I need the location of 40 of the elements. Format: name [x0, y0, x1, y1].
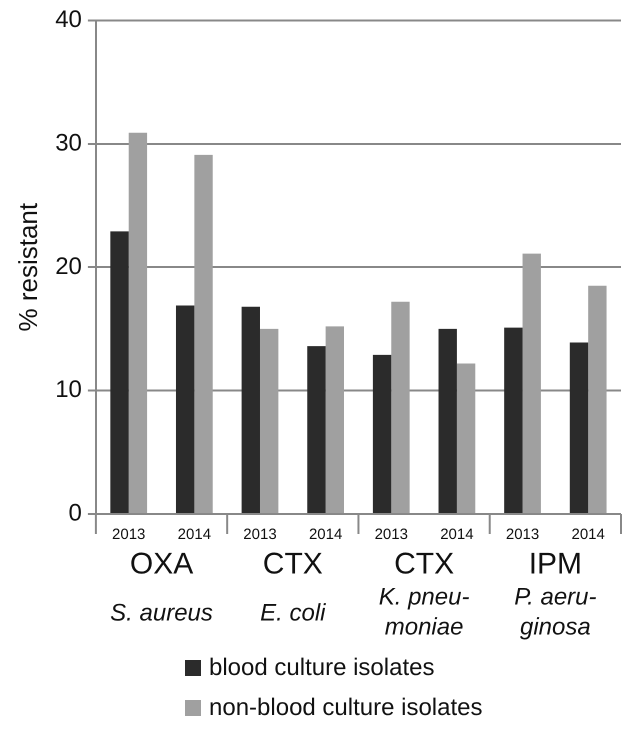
y-tick-label: 0 — [68, 500, 82, 527]
x-tick-label: 2013 — [112, 526, 146, 544]
text: CTX — [262, 547, 323, 580]
y-tick-label: 10 — [55, 376, 82, 404]
bar — [326, 326, 344, 513]
bar — [438, 328, 457, 513]
x-tick-label: 2014 — [178, 526, 212, 544]
text: S. aureus — [110, 600, 213, 627]
bar — [588, 286, 607, 513]
y-axis-title: % resistant — [12, 202, 43, 332]
y-tick-label: 30 — [55, 129, 82, 156]
x-tick-label: 2013 — [506, 526, 540, 544]
y-tick-label: 20 — [55, 252, 82, 280]
bar — [456, 363, 476, 513]
x-tick-label: 2014 — [571, 526, 605, 544]
x-tick-label: 2014 — [308, 526, 342, 544]
text: CTX — [394, 547, 454, 580]
bar — [504, 328, 523, 513]
legend-label: non-blood culture isolates — [209, 694, 483, 722]
text: IPM — [528, 547, 582, 580]
text: OXA — [130, 547, 194, 580]
bar — [522, 254, 541, 513]
bar — [176, 305, 194, 513]
bar — [307, 346, 326, 513]
bar — [110, 231, 129, 513]
bar — [194, 154, 213, 513]
bar — [128, 132, 148, 513]
text: P. aeru- ginosa — [514, 584, 597, 641]
bar — [260, 328, 278, 513]
bar — [570, 342, 588, 513]
x-tick-label: 2013 — [374, 526, 408, 544]
text: E. coli — [260, 600, 326, 627]
bar — [372, 354, 392, 513]
text: K. pneu- moniae — [378, 584, 470, 641]
y-tick-label: 40 — [55, 6, 82, 34]
x-tick-label: 2013 — [243, 526, 277, 544]
legend-label: blood culture isolates — [209, 654, 434, 682]
x-tick-label: 2014 — [440, 526, 474, 544]
bar — [391, 302, 410, 513]
bar — [242, 306, 260, 513]
